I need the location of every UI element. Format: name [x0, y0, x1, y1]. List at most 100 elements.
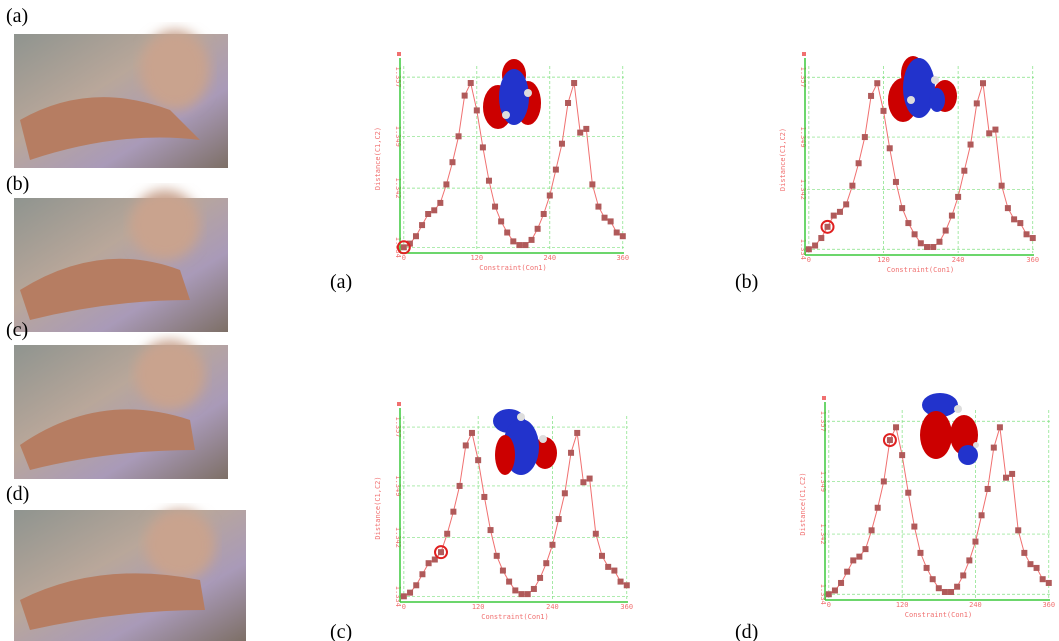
data-point [541, 211, 547, 217]
data-point [537, 575, 543, 581]
data-point [986, 130, 992, 136]
data-point [1024, 231, 1030, 237]
data-point [862, 134, 868, 140]
x-tick-label: 120 [472, 603, 485, 611]
data-point [480, 144, 486, 150]
data-point [565, 100, 571, 106]
data-point [468, 80, 474, 86]
data-point [531, 586, 537, 592]
y-tick-label: 1.334 [819, 584, 827, 605]
y-tick-label: 1.349 [819, 471, 827, 492]
data-point [488, 527, 494, 533]
y-tick-label: 1.357 [394, 67, 402, 88]
data-point [498, 218, 504, 224]
data-point [463, 442, 469, 448]
axis-marker [397, 402, 401, 406]
data-point [1034, 565, 1040, 571]
data-point [449, 159, 455, 165]
y-tick-label: 1.349 [394, 475, 402, 496]
data-point [917, 550, 923, 556]
y-axis-label: Distance(C1,C2) [779, 128, 787, 191]
axis-marker [802, 52, 806, 56]
data-point [457, 483, 463, 489]
data-point [955, 194, 961, 200]
data-point [401, 593, 407, 599]
x-tick-label: 360 [620, 603, 633, 611]
data-point [547, 193, 553, 199]
y-tick-label: 1.334 [394, 586, 402, 607]
y-axis-label: Distance(C1,C2) [374, 127, 382, 190]
data-point [1030, 235, 1036, 241]
data-point [510, 238, 516, 244]
data-point [571, 80, 577, 86]
data-point [943, 228, 949, 234]
data-point [413, 233, 419, 239]
data-point [881, 478, 887, 484]
x-tick-label: 360 [616, 254, 629, 262]
data-point [887, 437, 893, 443]
data-point [562, 490, 568, 496]
data-point [469, 430, 475, 436]
data-point [614, 230, 620, 236]
data-point [960, 572, 966, 578]
data-point [407, 590, 413, 596]
data-point [979, 512, 985, 518]
y-tick-label: 1.342 [394, 178, 402, 199]
data-point [856, 160, 862, 166]
panel-label: (d) [735, 621, 758, 641]
data-point [893, 179, 899, 185]
data-point [525, 591, 531, 597]
data-point [875, 505, 881, 511]
data-point [980, 80, 986, 86]
x-tick-label: 120 [877, 256, 890, 264]
panel-label: (c) [330, 621, 352, 641]
photo [14, 340, 228, 479]
data-point [961, 168, 967, 174]
data-point [1005, 205, 1011, 211]
data-point [954, 584, 960, 590]
data-point [850, 557, 856, 563]
data-point [880, 108, 886, 114]
data-point [869, 527, 875, 533]
data-point [874, 80, 880, 86]
data-point [444, 531, 450, 537]
data-point [992, 127, 998, 133]
axis-marker [822, 396, 826, 400]
data-point [599, 553, 605, 559]
data-point [474, 107, 480, 113]
data-point [812, 243, 818, 249]
data-point [911, 524, 917, 530]
data-point [968, 142, 974, 148]
data-point [905, 490, 911, 496]
y-tick-label: 1.357 [819, 411, 827, 432]
y-axis-label: Distance(C1,C2) [799, 472, 807, 535]
data-point [1046, 580, 1052, 586]
data-point [500, 568, 506, 574]
data-point [419, 571, 425, 577]
data-point [1011, 216, 1017, 222]
data-point [899, 205, 905, 211]
data-point [825, 224, 831, 230]
chart: (d)01202403601.3341.3421.3491.357Constra… [735, 396, 1055, 641]
y-tick-label: 1.357 [394, 417, 402, 438]
data-point [856, 554, 862, 560]
data-point [574, 430, 580, 436]
data-point [425, 211, 431, 217]
data-point [529, 237, 535, 243]
data-point [1003, 475, 1009, 481]
data-point [893, 424, 899, 430]
data-point [942, 589, 948, 595]
y-tick-label: 1.342 [819, 524, 827, 545]
data-point [438, 549, 444, 555]
figure-canvas: (a)(b)(c)(d)(a)01202403601.3341.3421.349… [0, 0, 1059, 641]
data-point [930, 244, 936, 250]
data-point [849, 183, 855, 189]
data-point [831, 213, 837, 219]
data-point [618, 579, 624, 585]
data-point [905, 220, 911, 226]
data-point [519, 591, 525, 597]
data-point [608, 218, 614, 224]
x-tick-label: 120 [470, 254, 483, 262]
x-tick-label: 360 [1026, 256, 1039, 264]
data-point [918, 240, 924, 246]
